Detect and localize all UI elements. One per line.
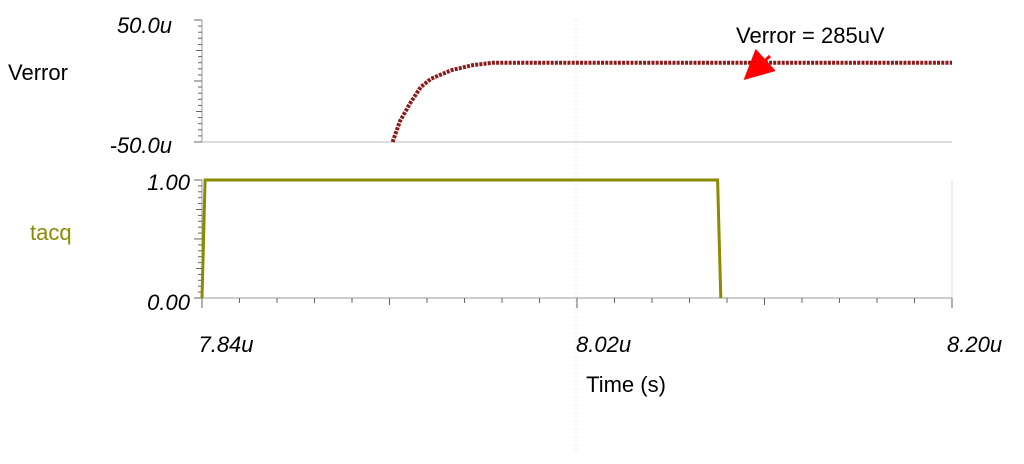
verror-series-line [390, 60, 952, 143]
xtick-label-0: 7.84u [198, 332, 253, 357]
verror-ytick-top: 50.0u [117, 13, 172, 38]
x-axis-label: Time (s) [586, 372, 666, 397]
panel-tacq: 1.00 0.00 tacq 7.84u 8.02u 8.20u Time (s… [30, 170, 1002, 397]
tacq-ytick-top: 1.00 [147, 170, 191, 195]
xtick-label-1: 8.02u [576, 332, 631, 357]
annotation-arrow [743, 48, 776, 81]
verror-ylabel: Verror [8, 60, 68, 85]
verror-ytick-bottom: -50.0u [110, 133, 172, 158]
tacq-series-line [200, 178, 723, 299]
panel-verror: 50.0u -50.0u Verror Verror = 285uV [8, 13, 952, 158]
tacq-ytick-bottom: 0.00 [147, 290, 191, 315]
tacq-ylabel: tacq [30, 220, 72, 245]
xtick-label-2: 8.20u [947, 332, 1002, 357]
verror-annotation: Verror = 285uV [736, 23, 885, 48]
